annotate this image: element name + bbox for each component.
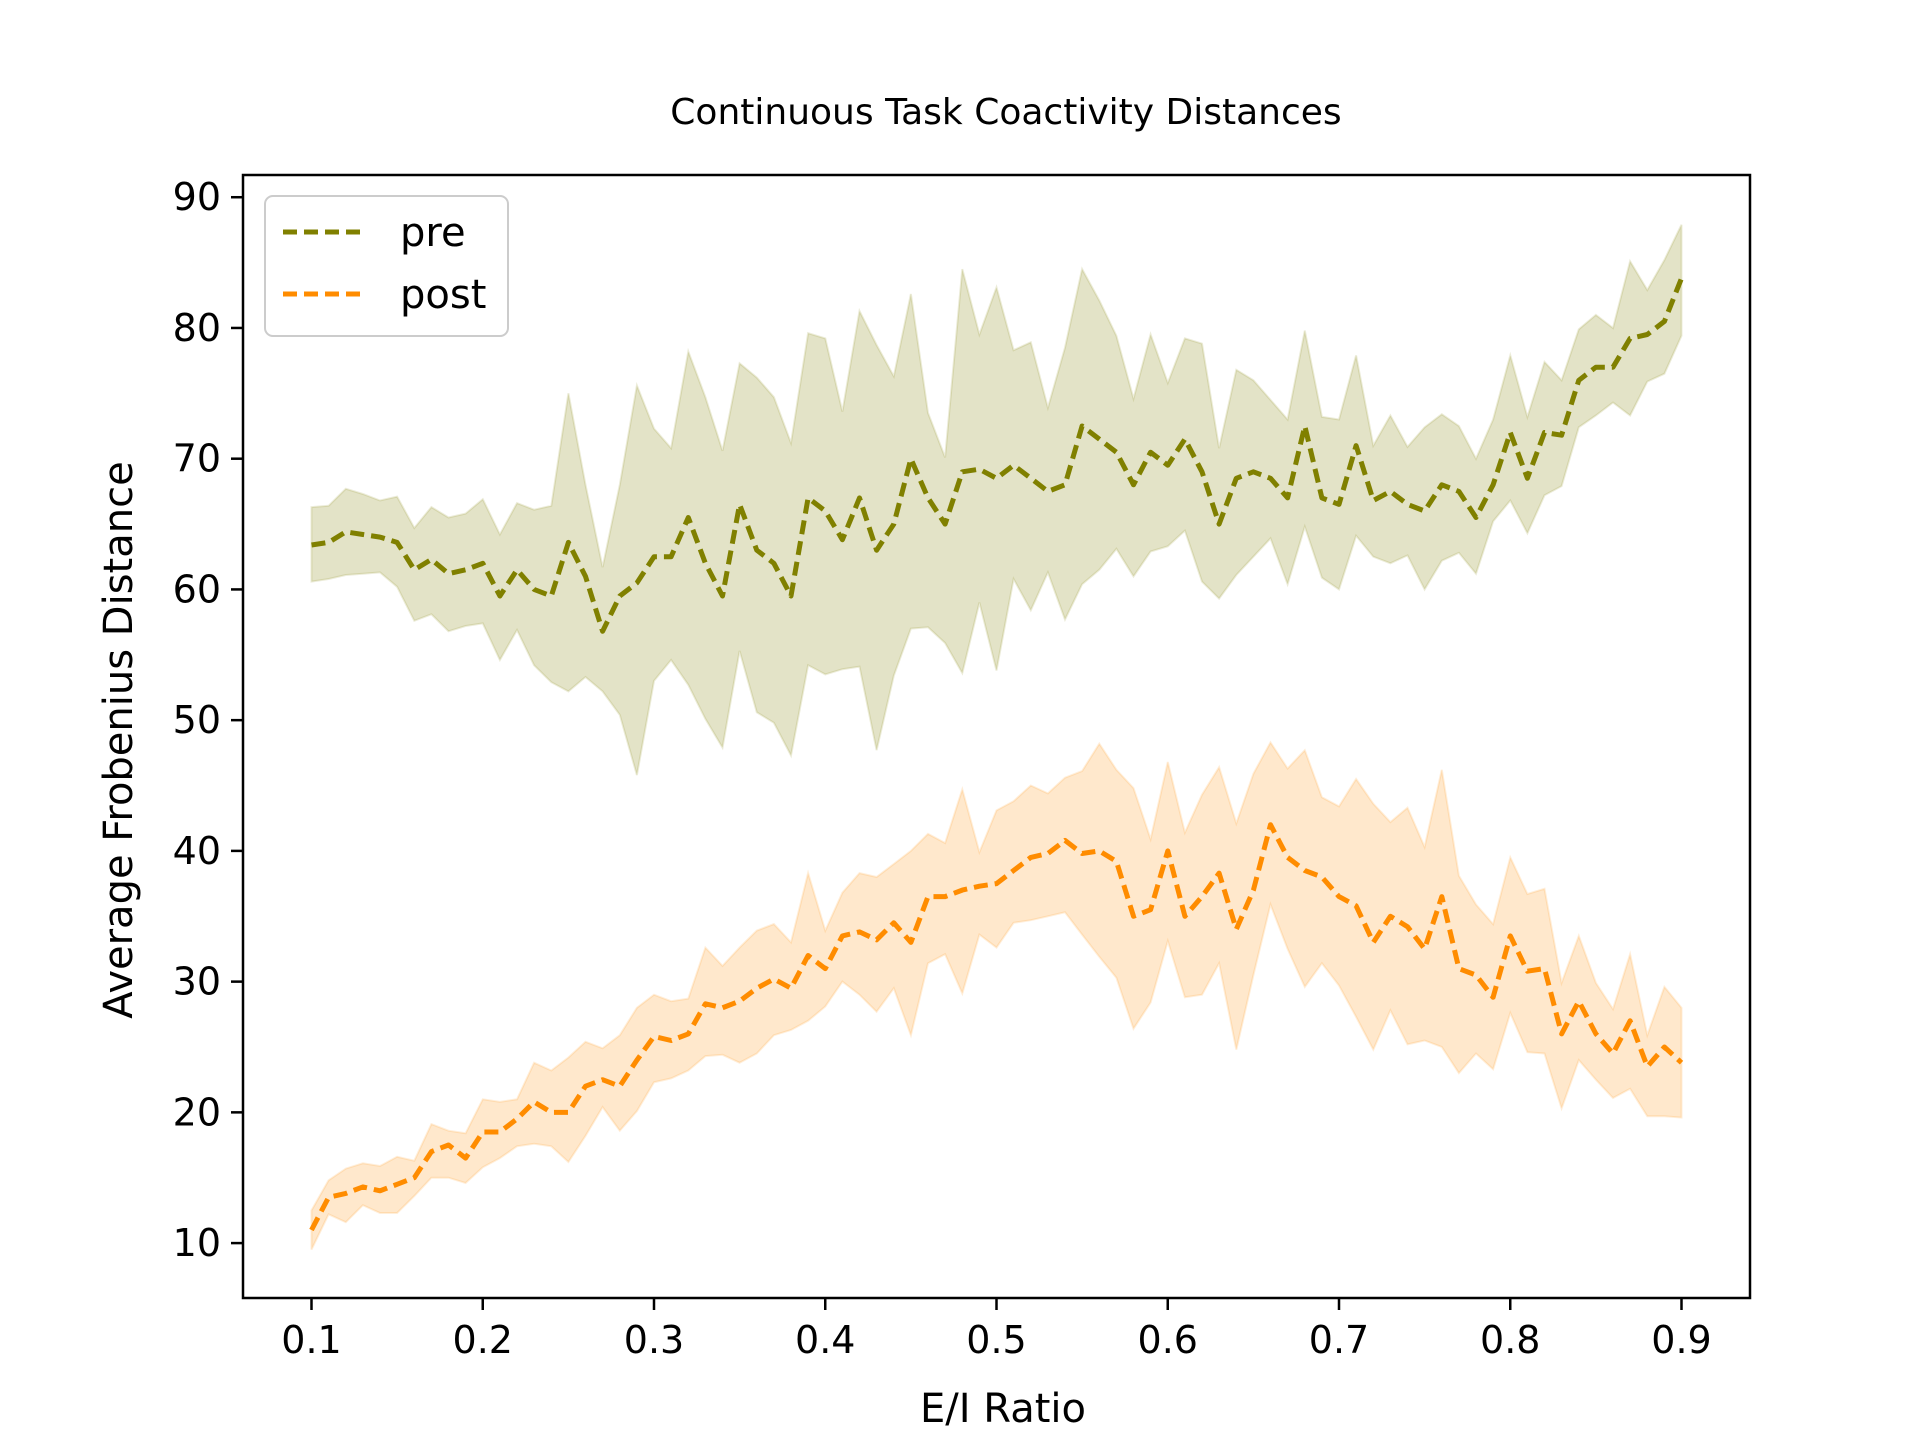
x-tick-label: 0.4 — [795, 1318, 855, 1362]
chart-title: Continuous Task Coactivity Distances — [670, 92, 1341, 133]
band-pre — [310, 224, 1683, 776]
x-axis-label: E/I Ratio — [920, 1386, 1086, 1432]
band-post — [310, 740, 1683, 1251]
y-tick-label: 70 — [173, 437, 221, 481]
x-tick-label: 0.6 — [1138, 1318, 1198, 1362]
y-tick-label: 90 — [173, 175, 221, 219]
legend: pre post — [264, 195, 509, 337]
x-tick-label: 0.7 — [1309, 1318, 1369, 1362]
y-tick-label: 80 — [173, 306, 221, 350]
x-tick-label: 0.1 — [281, 1318, 341, 1362]
x-tick-label: 0.9 — [1651, 1318, 1711, 1362]
x-axis: 0.1 0.2 0.3 0.4 0.5 0.6 0.7 0.8 0.9 — [281, 1298, 1712, 1362]
y-axis: 10 20 30 40 50 60 70 80 90 — [173, 175, 243, 1265]
y-tick-label: 60 — [173, 567, 221, 611]
legend-label-post: post — [400, 272, 486, 318]
x-tick-label: 0.2 — [453, 1318, 513, 1362]
plot-area — [309, 224, 1684, 1251]
y-tick-label: 10 — [173, 1221, 221, 1265]
y-tick-label: 30 — [173, 960, 221, 1004]
y-tick-label: 50 — [173, 698, 221, 742]
series-line-post — [309, 822, 1684, 1232]
legend-label-pre: pre — [400, 210, 466, 256]
x-tick-label: 0.3 — [624, 1318, 684, 1362]
x-tick-label: 0.8 — [1480, 1318, 1540, 1362]
series-line-pre — [311, 277, 1684, 634]
x-tick-label: 0.5 — [966, 1318, 1026, 1362]
y-tick-label: 20 — [173, 1090, 221, 1134]
y-axis-label: Average Frobenius Distance — [96, 461, 142, 1018]
y-tick-label: 40 — [173, 829, 221, 873]
